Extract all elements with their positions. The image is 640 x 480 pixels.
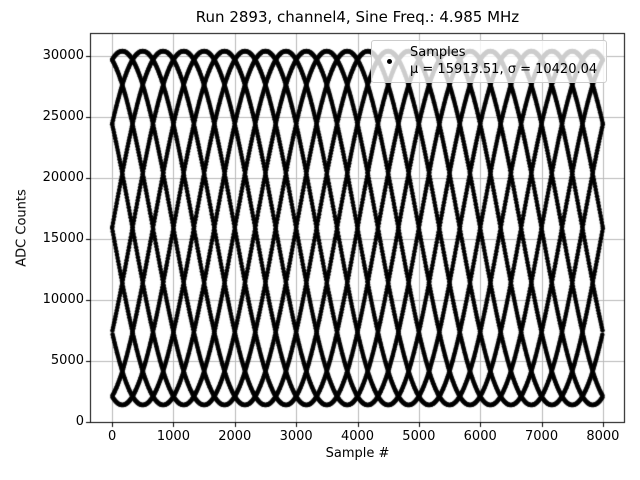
y-tick-label: 0 [75, 414, 84, 430]
y-tick-label: 25000 [42, 109, 84, 125]
legend-stats-label: μ = 15913.51, σ = 10420.04 [410, 62, 598, 77]
x-tick-label: 2000 [218, 429, 252, 444]
sample-marker-icon [386, 58, 392, 64]
legend-text: Samples μ = 15913.51, σ = 10420.04 [410, 44, 597, 78]
legend-marker-column [376, 58, 402, 64]
x-tick-label: 0 [107, 429, 117, 444]
x-axis-label: Sample # [325, 446, 390, 461]
x-tick-label: 6000 [463, 429, 497, 444]
chart-title: Run 2893, channel4, Sine Freq.: 4.985 MH… [195, 8, 520, 26]
y-tick-label: 20000 [42, 170, 84, 186]
x-tick-label: 7000 [525, 429, 559, 444]
y-tick-label: 15000 [42, 231, 84, 247]
legend-series-label: Samples [410, 45, 466, 60]
y-tick-label: 5000 [50, 353, 84, 369]
y-tick-label: 10000 [42, 292, 84, 308]
x-tick-label: 8000 [586, 429, 620, 444]
x-tick-label: 3000 [279, 429, 313, 444]
x-tick-label: 5000 [402, 429, 436, 444]
y-axis-label: ADC Counts [14, 189, 30, 267]
x-tick-label: 4000 [340, 429, 375, 444]
x-tick-label: 1000 [156, 429, 190, 444]
y-tick-label: 30000 [42, 48, 84, 64]
legend: Samples μ = 15913.51, σ = 10420.04 [371, 40, 608, 83]
